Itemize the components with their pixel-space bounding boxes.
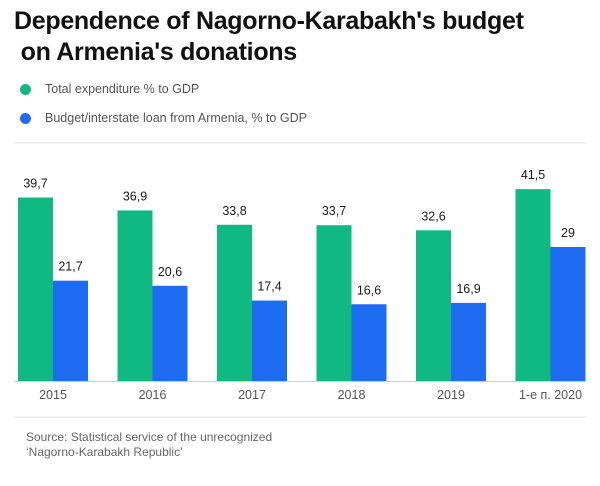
data-label: 33,7: [322, 204, 346, 218]
bar-expenditure-2015: [18, 197, 53, 381]
source-note: Source: Statistical service of the unrec…: [26, 430, 272, 460]
x-tick-label: 2017: [238, 388, 266, 402]
bar-expenditure-2017: [217, 224, 252, 381]
legend-label: Budget/interstate loan from Armenia, % t…: [45, 111, 307, 125]
bar-armenia-loan-2016: [152, 285, 188, 381]
bar-armenia-loan-2019: [451, 302, 486, 381]
legend-label: Total expenditure % to GDP: [45, 82, 200, 96]
x-tick-label: 2016: [139, 388, 167, 402]
x-tick-label: 2018: [338, 388, 366, 402]
data-label: 32,6: [421, 209, 445, 223]
data-label: 21,7: [58, 260, 82, 274]
data-label: 16,6: [357, 283, 381, 297]
bar-expenditure-2016: [117, 210, 153, 381]
bar-expenditure-2019: [416, 230, 451, 381]
legend-marker-green: [20, 83, 31, 95]
x-tick-label: 2019: [437, 388, 465, 402]
data-label: 33,8: [222, 204, 246, 218]
data-label: 41,5: [521, 168, 545, 182]
bar-armenia-loan-1-e п. 2020: [550, 246, 586, 381]
source-line-1: Source: Statistical service of the unrec…: [26, 430, 273, 444]
legend-marker-blue: [20, 112, 31, 124]
data-label: 39,7: [23, 176, 47, 190]
bar-armenia-loan-2018: [351, 304, 387, 381]
data-label: 16,9: [456, 282, 480, 296]
bar-armenia-loan-2015: [53, 280, 88, 381]
data-label: 29: [561, 226, 575, 240]
chart-title: Dependence of Nagorno-Karabakh's budget …: [14, 7, 524, 66]
x-tick-label: 1-e п. 2020: [519, 388, 582, 402]
source-line-2: ‘Nagorno-Karabakh Republic’: [26, 445, 183, 459]
bar-armenia-loan-2017: [252, 300, 287, 381]
legend-item-total-expenditure: Total expenditure % to GDP: [20, 82, 199, 96]
bar-expenditure-2018: [316, 225, 352, 381]
data-label: 36,9: [123, 189, 147, 203]
data-label: 17,4: [257, 280, 281, 294]
x-tick-label: 2015: [39, 388, 67, 402]
legend-item-armenia-loan: Budget/interstate loan from Armenia, % t…: [20, 111, 307, 125]
data-label: 20,6: [158, 265, 182, 279]
bar-expenditure-1-e п. 2020: [515, 189, 551, 381]
